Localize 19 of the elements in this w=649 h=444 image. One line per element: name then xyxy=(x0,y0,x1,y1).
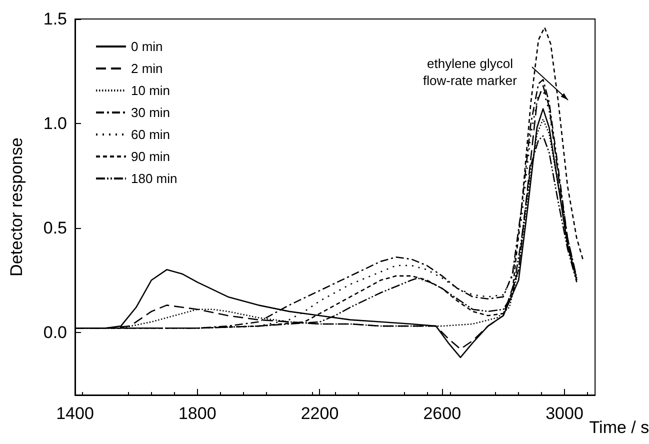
x-tick-label: 1400 xyxy=(56,404,94,423)
x-axis-title: Time / s xyxy=(589,418,649,437)
y-tick-label: 1.5 xyxy=(43,10,67,28)
legend-label: 30 min xyxy=(131,105,170,120)
y-tick-label: 0.5 xyxy=(43,218,67,238)
legend-label: 60 min xyxy=(131,127,170,142)
x-tick-label: 3000 xyxy=(546,404,584,423)
x-tick-label: 2600 xyxy=(423,404,462,423)
y-tick-label: 0.0 xyxy=(43,322,67,342)
legend-label: 10 min xyxy=(131,83,170,98)
legend-label: 180 min xyxy=(131,171,178,186)
legend-label: 0 min xyxy=(131,39,163,54)
annotation: ethylene glycol flow-rate marker xyxy=(423,56,518,88)
x-tick-label: 2200 xyxy=(300,404,339,423)
y-tick-label: 1.0 xyxy=(43,114,67,133)
legend-label: 2 min xyxy=(131,61,163,76)
x-tick-label: 1800 xyxy=(178,404,216,423)
y-axis-title: Detector response xyxy=(7,138,26,276)
legend-label: 90 min xyxy=(131,149,170,164)
